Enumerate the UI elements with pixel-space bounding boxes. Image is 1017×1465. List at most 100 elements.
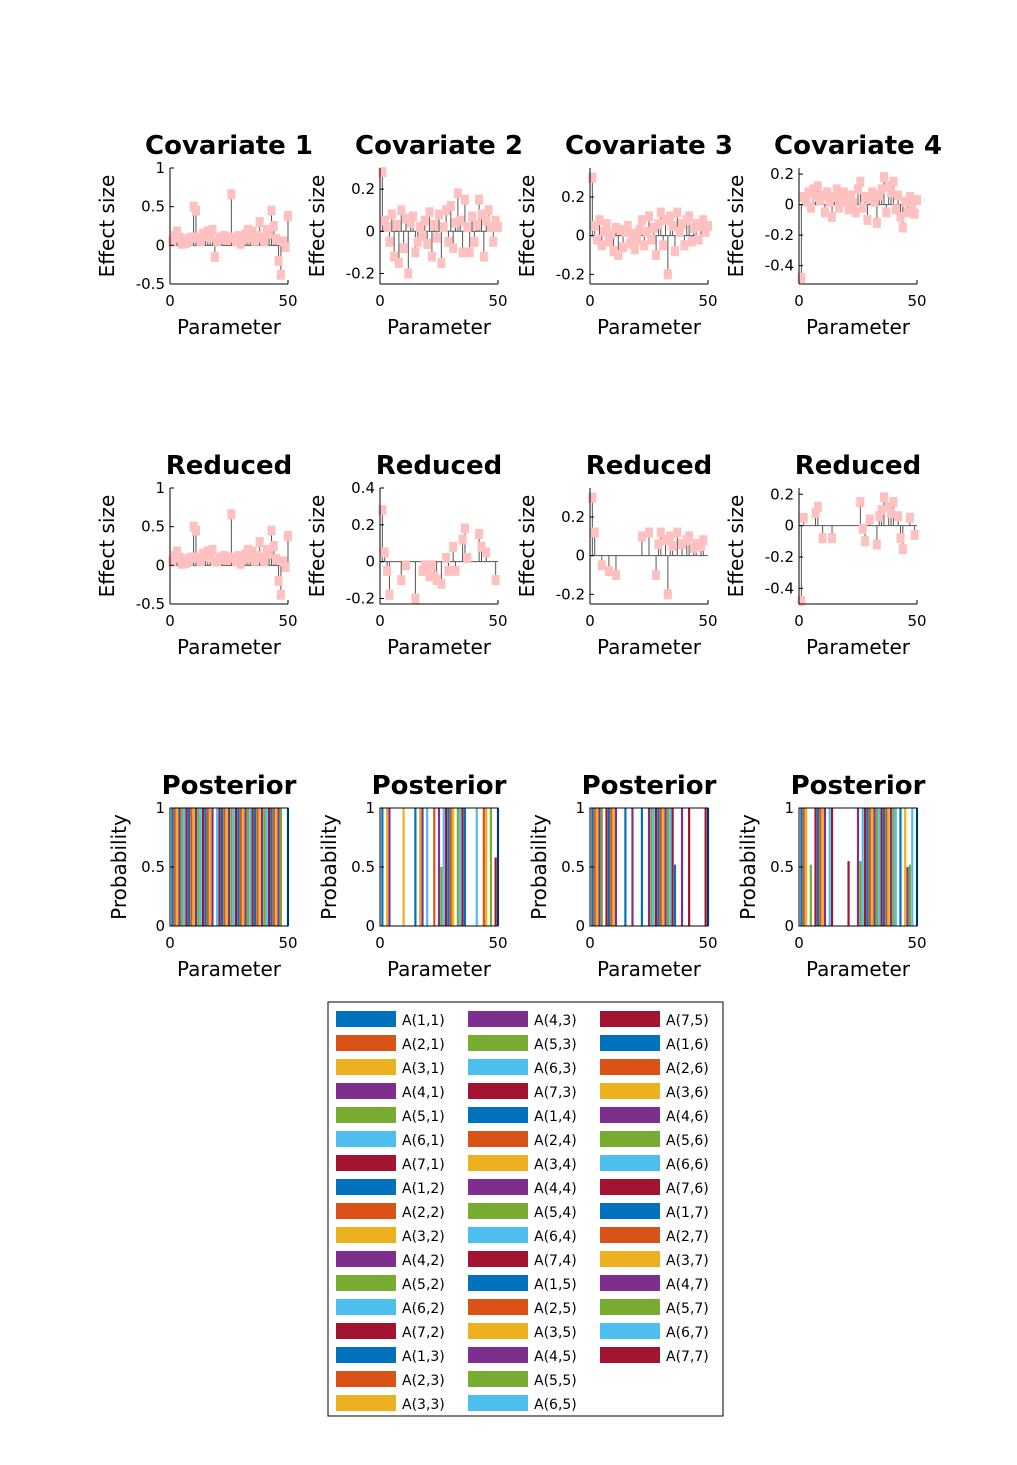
legend-swatch: [600, 1155, 660, 1171]
y-tick-label: 0.5: [770, 858, 794, 876]
y-tick-label: 0.2: [561, 188, 585, 206]
legend-label: A(5,7): [666, 1301, 709, 1317]
x-axis-label: Parameter: [806, 635, 911, 659]
effect-marker: [397, 205, 406, 216]
effect-marker: [387, 209, 396, 220]
effect-marker: [913, 195, 921, 206]
effect-marker: [489, 236, 498, 247]
effect-marker: [673, 207, 682, 218]
effect-marker: [399, 243, 408, 254]
effect-marker: [210, 251, 219, 262]
effect-marker: [482, 547, 491, 558]
y-tick-label: 0.5: [351, 858, 375, 876]
y-tick-label: 0: [365, 222, 375, 240]
legend-swatch: [468, 1131, 528, 1147]
y-axis-label: Probability: [527, 814, 551, 920]
effect-marker: [265, 548, 274, 559]
legend-swatch: [336, 1227, 396, 1243]
effect-marker: [637, 215, 646, 226]
y-tick-label: 0: [575, 547, 585, 565]
y-tick-label: 0.2: [351, 180, 375, 198]
x-tick-label: 0: [585, 612, 595, 630]
effect-marker: [390, 251, 399, 262]
y-axis-label: Effect size: [724, 495, 748, 598]
effect-marker: [243, 224, 252, 235]
x-axis-label: Parameter: [387, 957, 492, 981]
legend-label: A(6,4): [534, 1229, 577, 1245]
effect-marker: [168, 236, 177, 247]
effect-marker: [227, 189, 236, 200]
x-tick-label: 50: [907, 612, 926, 630]
effect-marker: [418, 230, 427, 241]
legend-swatch: [600, 1203, 660, 1219]
effect-marker: [486, 222, 495, 233]
effect-marker: [659, 240, 668, 251]
effect-marker: [894, 190, 903, 201]
x-tick-label: 0: [794, 292, 804, 310]
effect-marker: [896, 533, 905, 544]
effect-marker: [823, 187, 832, 198]
legend-label: A(3,3): [402, 1397, 445, 1413]
effect-marker: [279, 556, 288, 567]
x-tick-label: 50: [488, 934, 507, 952]
effect-marker: [652, 570, 661, 580]
legend: A(1,1) A(2,1) A(3,1) A(4,1) A(5,1) A(6,1) A(7,…: [327, 1001, 724, 1417]
legend-label: A(2,1): [402, 1037, 445, 1053]
effect-marker: [673, 527, 682, 538]
effect-marker: [253, 231, 262, 242]
chart-title: Reduced: [795, 451, 921, 481]
effect-marker: [444, 236, 453, 247]
effect-marker: [877, 504, 886, 515]
effect-marker: [654, 219, 663, 230]
effect-marker: [427, 251, 436, 262]
x-tick-label: 0: [794, 934, 804, 952]
x-tick-label: 0: [375, 292, 385, 310]
effect-marker: [173, 226, 182, 237]
x-tick-label: 50: [278, 934, 297, 952]
effect-marker: [830, 192, 839, 202]
subplot-10: Posterior 0 0.5 1 0 50 Parameter Probability: [317, 771, 508, 981]
effect-marker: [590, 221, 599, 231]
effect-marker: [206, 232, 215, 243]
effect-marker: [269, 221, 278, 231]
legend-label: A(6,6): [666, 1157, 709, 1173]
effect-marker: [891, 204, 900, 215]
legend-label: A(3,4): [534, 1157, 577, 1173]
effect-marker: [858, 523, 867, 534]
legend-swatch: [468, 1059, 528, 1075]
effect-marker: [879, 492, 888, 503]
chart-title: Covariate 3: [565, 131, 733, 161]
y-tick-label: -0.4: [765, 257, 794, 275]
effect-marker: [203, 226, 212, 237]
effect-marker: [246, 552, 255, 563]
legend-label: A(6,1): [402, 1133, 445, 1149]
x-tick-label: 0: [585, 934, 595, 952]
x-tick-label: 50: [278, 292, 297, 310]
legend-swatch: [336, 1107, 396, 1123]
y-tick-label: -0.5: [136, 595, 165, 613]
effect-marker: [383, 565, 392, 576]
effect-marker: [420, 560, 429, 571]
effect-marker: [875, 190, 884, 201]
effect-marker: [654, 539, 663, 550]
legend-swatch: [600, 1035, 660, 1051]
x-tick-label: 0: [794, 612, 804, 630]
effect-marker: [260, 556, 269, 567]
legend-label: A(4,3): [534, 1013, 577, 1029]
effect-marker: [851, 207, 860, 218]
legend-swatch: [468, 1275, 528, 1291]
x-tick-label: 50: [907, 292, 926, 310]
effect-marker: [806, 202, 815, 213]
effect-marker: [799, 512, 808, 523]
legend-swatch: [336, 1251, 396, 1267]
effect-marker: [187, 552, 196, 563]
effect-marker: [477, 209, 486, 220]
x-tick-label: 0: [165, 934, 175, 952]
effect-marker: [656, 527, 665, 538]
y-tick-label: 0.2: [770, 485, 794, 503]
effect-marker: [856, 176, 865, 187]
effect-marker: [442, 205, 451, 216]
legend-swatch: [600, 1059, 660, 1075]
chart-title: Covariate 4: [774, 131, 942, 161]
